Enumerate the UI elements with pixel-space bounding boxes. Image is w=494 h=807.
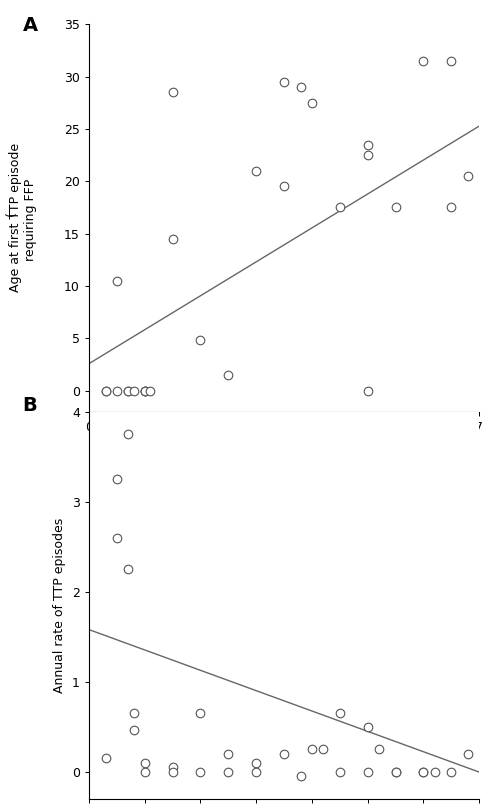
Point (102, 752, 110, 765)
Point (113, 274, 121, 287)
Point (308, 743, 316, 756)
Text: Beta: 3.242 (95% CI: 1.432 to 5.052): Beta: 3.242 (95% CI: 1.432 to 5.052) (188, 524, 380, 534)
Point (280, 747, 288, 760)
Point (464, 747, 472, 760)
Point (129, 723, 137, 736)
Point (280, 75, 288, 88)
Point (197, 334, 205, 347)
Point (336, 707, 344, 720)
Text: (: ( (5, 211, 18, 216)
Point (392, 766, 400, 779)
Point (448, 54, 455, 67)
Point (336, 766, 344, 779)
Point (431, 766, 439, 779)
Point (364, 148, 371, 161)
Point (308, 96, 316, 109)
Point (141, 384, 149, 397)
Point (364, 766, 371, 779)
Point (419, 766, 427, 779)
Text: R²: 0.334, p-value: 0.001: R²: 0.334, p-value: 0.001 (211, 497, 357, 507)
Point (419, 766, 427, 779)
Point (129, 707, 137, 720)
Text: Residual ADAMTS13 activity: Residual ADAMTS13 activity (183, 466, 385, 479)
Y-axis label: Annual rate of TTP episodes: Annual rate of TTP episodes (53, 517, 66, 693)
Point (392, 201, 400, 214)
Point (124, 562, 132, 575)
Point (141, 766, 149, 779)
Point (297, 81, 305, 94)
Point (141, 384, 149, 397)
Point (464, 169, 472, 182)
Point (113, 384, 121, 397)
Point (124, 384, 132, 397)
Point (375, 743, 383, 756)
Point (197, 766, 205, 779)
Text: Age at first TTP episode
requiring FFP: Age at first TTP episode requiring FFP (8, 144, 37, 292)
Point (392, 766, 400, 779)
X-axis label: Residual ADAMTS13 activity (%): Residual ADAMTS13 activity (%) (0, 806, 1, 807)
Y-axis label: Age at first TTP episode
requiring FFP (years): Age at first TTP episode requiring FFP (… (0, 806, 1, 807)
Point (141, 756, 149, 769)
Point (448, 201, 455, 214)
Point (336, 201, 344, 214)
Point (364, 721, 371, 734)
Point (224, 747, 232, 760)
Point (113, 531, 121, 544)
Point (224, 369, 232, 382)
Point (168, 232, 176, 245)
Point (252, 165, 260, 178)
Point (364, 384, 371, 397)
Point (141, 384, 149, 397)
Text: A: A (23, 16, 38, 36)
Point (448, 766, 455, 779)
Point (168, 766, 176, 779)
Point (252, 766, 260, 779)
Point (168, 761, 176, 774)
Point (146, 384, 154, 397)
Point (124, 384, 132, 397)
Point (124, 428, 132, 441)
Text: Constant: 2.574 (95% CI: − 4.271 to 9.418): Constant: 2.574 (95% CI: − 4.271 to 9.41… (171, 551, 397, 561)
Point (102, 384, 110, 397)
Point (319, 743, 327, 756)
Point (364, 138, 371, 151)
Point (168, 86, 176, 98)
Point (224, 766, 232, 779)
Point (419, 54, 427, 67)
Text: B: B (23, 396, 38, 415)
Text: (%): (%) (196, 466, 372, 479)
Point (102, 384, 110, 397)
Point (113, 473, 121, 486)
Point (280, 180, 288, 193)
Point (129, 384, 137, 397)
Point (297, 770, 305, 783)
Point (252, 756, 260, 769)
Point (197, 707, 205, 720)
